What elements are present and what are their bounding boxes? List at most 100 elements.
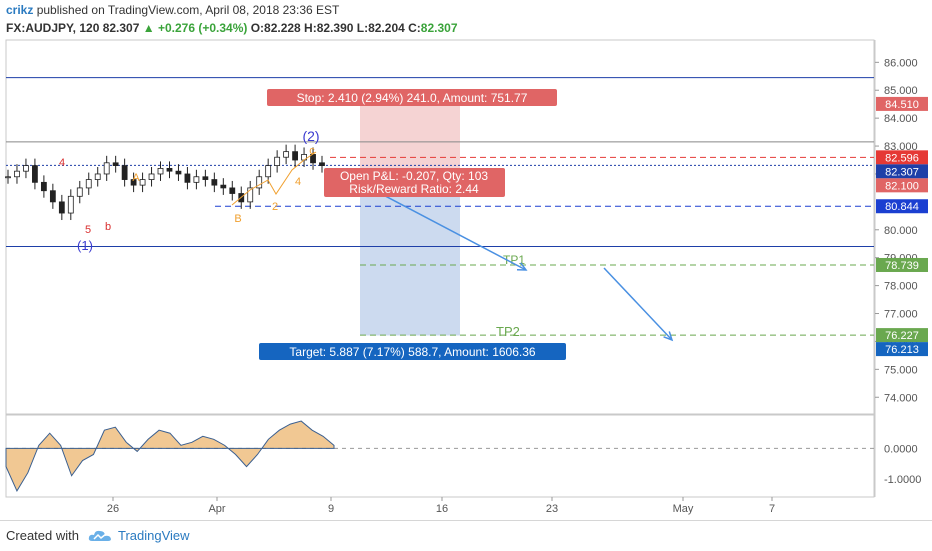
candle-body [265,165,272,178]
time-tick-label: 9 [328,503,334,515]
close-value: 82.307 [420,21,458,35]
arrow-tp2-head [663,331,674,342]
price-tick-label: 86.000 [884,57,918,69]
candle-body [112,162,119,166]
wave-label: (1) [77,238,93,253]
price-tick-label: 75.000 [884,364,918,376]
candle-body [139,179,146,186]
stop-label-box [267,89,557,106]
osc-tick-label: -1.0000 [884,474,921,486]
target-label: Target: 5.887 (7.17%) 588.7, Amount: 160… [289,345,535,359]
candle-body [319,162,325,166]
candle-body [274,156,281,166]
candle-body [49,190,56,203]
wave-label: b [105,221,111,233]
price-label-box [876,257,928,272]
arrow-tp1-head [516,262,528,271]
publish-info: crikz published on TradingView.com, Apri… [6,3,339,17]
candle-body [85,179,92,189]
oscillator-area [5,420,335,493]
wave-label: B [234,213,241,225]
candle-body [292,151,298,161]
candle-body [14,170,20,178]
price-tick-label: 77.000 [884,309,918,321]
price-tick-label: 78.000 [884,281,918,293]
candle-body [211,179,218,186]
candle-body [229,187,236,194]
price-label: 80.844 [885,201,919,213]
pl-box-box [324,168,505,197]
candle-body [58,201,65,214]
price-label-box [876,328,928,343]
candle-body [220,184,227,189]
ohlc-values: O:82.228 H:82.390 L:82.204 C: [247,21,421,35]
candle-body [103,162,110,175]
wave-path [231,151,317,206]
wave-label: c [309,145,315,157]
time-tick-label: May [673,503,694,515]
candle-body [157,167,164,175]
price-label: 82.596 [885,152,919,164]
candle-body [202,176,209,180]
price-label-box [876,150,928,165]
price-label: 76.227 [885,330,919,342]
target-zone [360,171,460,336]
stop-zone [360,103,460,172]
candle-body [247,187,254,203]
price-label-box [876,178,928,193]
tp1-label: TP1 [503,253,525,267]
price-label: 84.510 [885,99,919,111]
time-tick-label: 26 [107,503,119,515]
price-label-box [876,164,928,179]
candle-body [40,181,47,192]
author-name[interactable]: crikz [6,3,34,17]
candle-body [256,176,263,189]
price-tick-label: 85.000 [884,85,918,97]
symbol-prefix: FX:AUDJPY, 120 82.307 [6,21,143,35]
created-with-text: Created with [6,528,79,543]
price-tick-label: 74.000 [884,392,918,404]
price-label-box [876,199,928,214]
time-tick-label: Apr [208,503,225,515]
time-tick-label: 23 [546,503,558,515]
arrow-tp2 [603,267,673,341]
price-tick-label: 84.000 [884,113,918,125]
price-tick-label: 83.000 [884,141,918,153]
candle-body [283,151,290,158]
footer-bar: Created with TradingView [0,520,932,551]
price-label: 78.739 [885,260,919,272]
osc-tick-label: 0.0000 [884,443,918,455]
candle-body [121,165,128,180]
target-label-box [259,343,566,360]
tradingview-brand-link[interactable]: TradingView [118,528,190,543]
stop-label: Stop: 2.410 (2.94%) 241.0, Amount: 751.7… [297,91,528,105]
wave-label: 4 [59,157,65,169]
arrow-tp1 [369,187,527,271]
candle-body [5,176,11,179]
time-tick-label: 7 [769,503,775,515]
symbol-line: FX:AUDJPY, 120 82.307 ▲ +0.276 (+0.34%) … [6,21,458,35]
candle-body [32,165,38,183]
price-label: 82.100 [885,180,919,192]
price-label-box [876,96,928,111]
price-label: 82.307 [885,166,919,178]
pl-label: Open P&L: -0.207, Qty: 103 [340,169,488,183]
candle-body [67,195,74,214]
candle-body [130,179,137,186]
price-chart[interactable]: 86.00085.00084.00083.00082.00080.00079.0… [0,0,932,520]
candle-body [76,187,83,197]
candle-body [193,176,200,183]
rr-label: Risk/Reward Ratio: 2.44 [349,182,479,196]
price-label-box [876,342,928,357]
price-tick-label: 80.000 [884,225,918,237]
candle-body [94,173,101,180]
wave-label: 4 [295,176,301,188]
candle-body [166,167,173,172]
published-text: published on TradingView.com, April 08, … [33,3,340,17]
wave-label: 2 [272,201,278,213]
wave-label: 5 [85,224,91,236]
candle-body [184,173,191,183]
oscillator-pane [5,414,875,498]
wave-label: A [132,172,140,184]
wave-label: (2) [302,128,319,144]
